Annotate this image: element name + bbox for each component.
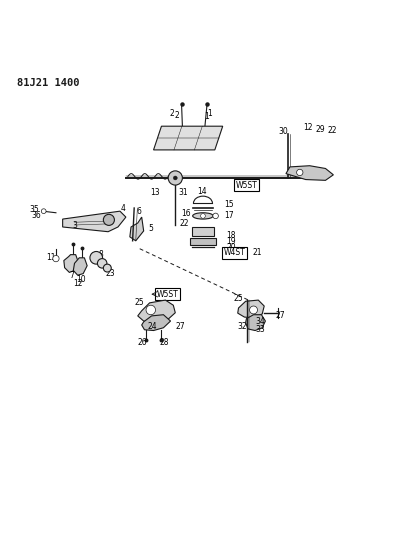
Polygon shape xyxy=(142,314,171,330)
Text: 32: 32 xyxy=(238,322,247,331)
Polygon shape xyxy=(286,166,334,180)
Text: 27: 27 xyxy=(275,311,285,320)
Text: 14: 14 xyxy=(197,187,207,196)
Polygon shape xyxy=(138,300,175,322)
Text: 25: 25 xyxy=(134,298,144,308)
Text: 30: 30 xyxy=(279,127,289,136)
Circle shape xyxy=(41,209,46,214)
Text: 28: 28 xyxy=(160,338,170,347)
Circle shape xyxy=(168,171,182,185)
Text: 2: 2 xyxy=(174,111,179,120)
Text: 7: 7 xyxy=(69,271,74,280)
Circle shape xyxy=(103,214,114,225)
Text: 12: 12 xyxy=(303,123,312,132)
Text: 20: 20 xyxy=(226,243,236,252)
Text: 36: 36 xyxy=(31,211,41,220)
Circle shape xyxy=(90,252,103,264)
Circle shape xyxy=(250,306,258,314)
Text: 33: 33 xyxy=(256,325,265,334)
Text: 16: 16 xyxy=(181,209,191,218)
Text: 8: 8 xyxy=(99,250,103,259)
Text: 22: 22 xyxy=(328,126,337,135)
Text: 24: 24 xyxy=(148,322,158,331)
Text: 1: 1 xyxy=(207,109,212,118)
Text: 11: 11 xyxy=(46,253,56,262)
Text: 10: 10 xyxy=(76,274,86,284)
Text: 19: 19 xyxy=(226,238,236,246)
Polygon shape xyxy=(130,217,144,241)
Text: 6: 6 xyxy=(137,207,141,216)
Text: 9: 9 xyxy=(102,261,107,270)
Text: 21: 21 xyxy=(253,248,262,257)
Circle shape xyxy=(103,264,111,272)
Polygon shape xyxy=(246,314,265,330)
Text: 31: 31 xyxy=(178,189,188,198)
FancyBboxPatch shape xyxy=(190,238,216,245)
FancyBboxPatch shape xyxy=(192,227,214,236)
Circle shape xyxy=(297,169,303,175)
Polygon shape xyxy=(73,258,87,275)
Circle shape xyxy=(213,213,219,219)
Text: 23: 23 xyxy=(105,269,115,278)
Text: 5: 5 xyxy=(148,224,153,233)
Text: 22: 22 xyxy=(179,219,189,228)
Text: W5ST: W5ST xyxy=(236,181,257,190)
Text: 13: 13 xyxy=(150,188,160,197)
Text: 18: 18 xyxy=(226,231,236,240)
Text: 35: 35 xyxy=(29,205,39,214)
Circle shape xyxy=(201,214,205,219)
Text: 12: 12 xyxy=(73,279,82,288)
Circle shape xyxy=(146,305,156,314)
Circle shape xyxy=(53,255,59,262)
Text: 1: 1 xyxy=(204,112,209,121)
Text: 29: 29 xyxy=(316,125,326,134)
Text: 34: 34 xyxy=(256,317,265,326)
Text: 26: 26 xyxy=(138,338,147,347)
Circle shape xyxy=(98,259,107,268)
Text: 15: 15 xyxy=(224,200,234,209)
Text: W4ST: W4ST xyxy=(224,248,246,257)
Text: 3: 3 xyxy=(72,221,77,230)
Text: 2: 2 xyxy=(170,109,174,118)
Text: 27: 27 xyxy=(175,322,185,331)
Text: 17: 17 xyxy=(224,211,234,220)
Text: 81J21 1400: 81J21 1400 xyxy=(17,78,80,87)
Polygon shape xyxy=(238,300,264,318)
Text: 25: 25 xyxy=(234,294,243,303)
Text: 4: 4 xyxy=(121,204,125,213)
Circle shape xyxy=(173,176,177,180)
Polygon shape xyxy=(62,211,126,232)
Text: W5ST: W5ST xyxy=(156,289,178,298)
Ellipse shape xyxy=(193,213,213,219)
Polygon shape xyxy=(64,255,78,272)
Polygon shape xyxy=(154,126,223,150)
